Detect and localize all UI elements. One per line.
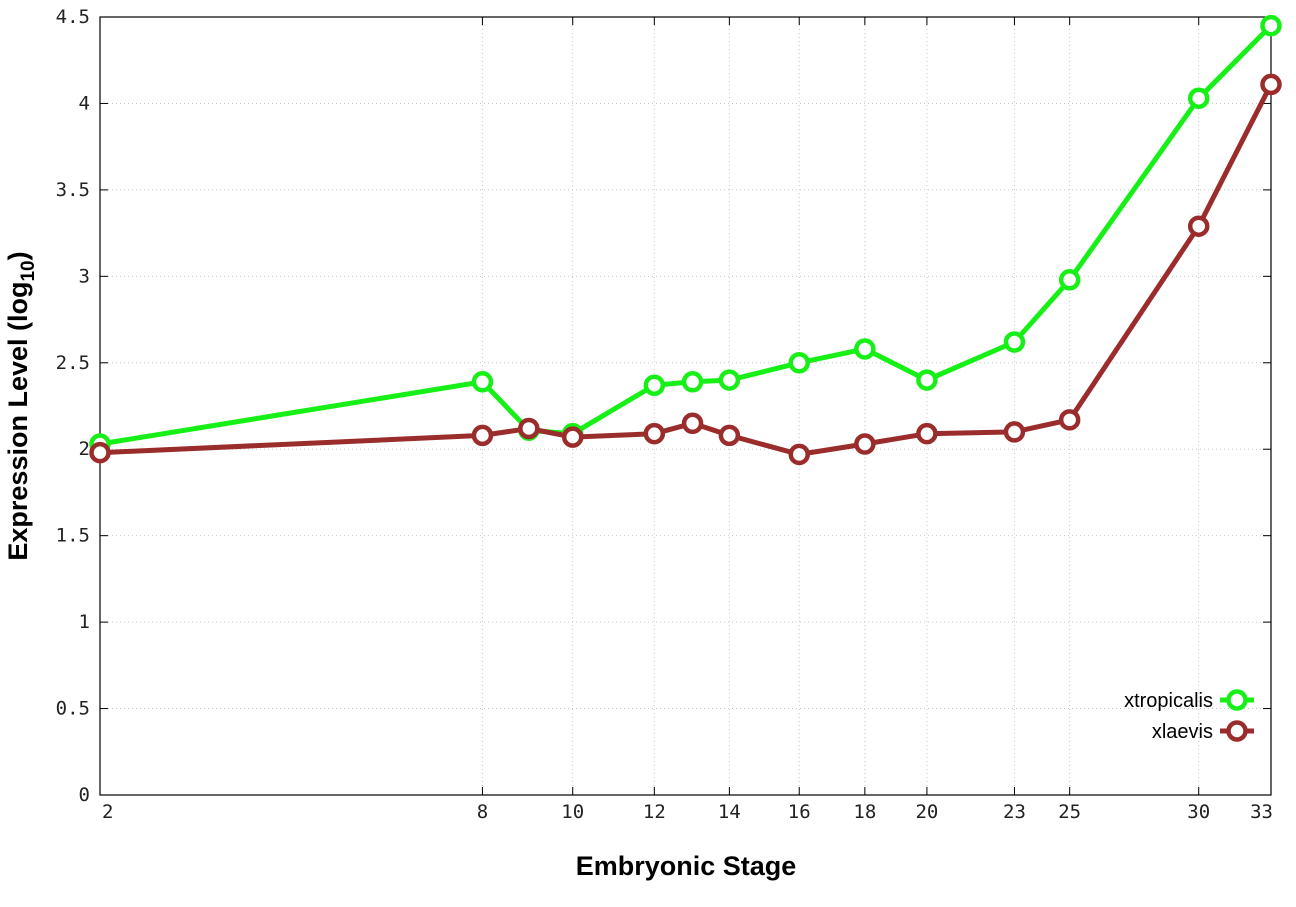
data-point bbox=[854, 433, 876, 455]
y-axis-title-close: ) bbox=[3, 251, 33, 260]
plot-frame bbox=[99, 16, 1272, 796]
series-xtropicalis bbox=[89, 14, 1282, 455]
x-tick-label: 14 bbox=[718, 801, 741, 823]
x-tick-label: 20 bbox=[915, 801, 938, 823]
x-tick-label: 16 bbox=[788, 801, 811, 823]
data-point bbox=[471, 424, 494, 447]
x-tick-label: 18 bbox=[853, 801, 876, 823]
y-tick-label: 0 bbox=[79, 784, 90, 806]
x-tick-label: 12 bbox=[643, 801, 666, 823]
data-point bbox=[854, 338, 876, 360]
data-point bbox=[561, 426, 584, 448]
y-tick-label: 1.5 bbox=[56, 525, 90, 547]
series-xlaevis bbox=[89, 73, 1282, 466]
y-axis-title: Expression Level (log10) bbox=[3, 251, 39, 560]
y-tick-label: 4 bbox=[79, 92, 90, 114]
data-point bbox=[916, 422, 938, 445]
x-tick-label: 2 bbox=[102, 801, 113, 823]
data-point bbox=[1003, 421, 1026, 443]
y-axis-title-main: Expression Level (log bbox=[3, 282, 33, 561]
grid bbox=[100, 17, 1271, 795]
x-tick-label: 8 bbox=[477, 801, 488, 823]
series-line bbox=[97, 81, 1274, 457]
legend-label: xtropicalis bbox=[1124, 690, 1213, 712]
legend-marker bbox=[1226, 720, 1248, 742]
data-point bbox=[643, 422, 666, 445]
data-point bbox=[718, 369, 741, 391]
data-point bbox=[788, 443, 810, 466]
y-tick-label: 2.5 bbox=[56, 352, 90, 374]
y-tick-label: 3 bbox=[79, 265, 90, 287]
data-point bbox=[1058, 409, 1081, 431]
data-point bbox=[1003, 331, 1026, 353]
data-point bbox=[643, 374, 666, 397]
legend: xtropicalis xlaevis bbox=[1124, 689, 1254, 743]
data-point bbox=[916, 369, 938, 391]
data-point bbox=[681, 371, 704, 393]
legend-label: xlaevis bbox=[1152, 721, 1213, 743]
x-tick-label: 23 bbox=[1003, 801, 1026, 823]
y-axis-title-subscript: 10 bbox=[18, 260, 39, 281]
legend-item: xlaevis bbox=[1152, 720, 1254, 743]
data-point bbox=[718, 424, 741, 447]
data-point bbox=[1187, 87, 1210, 110]
data-point bbox=[471, 371, 494, 393]
series bbox=[89, 14, 1282, 466]
data-point bbox=[1058, 269, 1081, 291]
data-point bbox=[1260, 73, 1282, 96]
data-point bbox=[1260, 14, 1282, 37]
x-tick-label: 10 bbox=[561, 801, 584, 823]
data-point bbox=[89, 441, 111, 464]
y-tick-label: 1 bbox=[79, 611, 90, 633]
y-tick-label: 4.5 bbox=[56, 6, 90, 28]
legend-marker bbox=[1226, 689, 1248, 711]
legend-item: xtropicalis bbox=[1124, 689, 1254, 712]
data-point bbox=[518, 417, 540, 440]
x-tick-label: 25 bbox=[1058, 801, 1081, 823]
y-tick-label: 0.5 bbox=[56, 698, 90, 720]
data-point bbox=[788, 352, 810, 374]
y-tick-label: 3.5 bbox=[56, 179, 90, 201]
y-tick-label: 2 bbox=[79, 438, 90, 460]
x-tick-label: 33 bbox=[1250, 801, 1273, 823]
data-point bbox=[1187, 215, 1210, 237]
axis-ticks: 0 0.5 1 1.5 2 2.5 3 3.5 4 4.5 2 8 10 12 14 16 18 20 23 25 30… bbox=[56, 6, 1273, 823]
x-axis-title: Embryonic Stage bbox=[576, 851, 797, 881]
data-point bbox=[681, 412, 704, 435]
x-tick-label: 30 bbox=[1187, 801, 1210, 823]
